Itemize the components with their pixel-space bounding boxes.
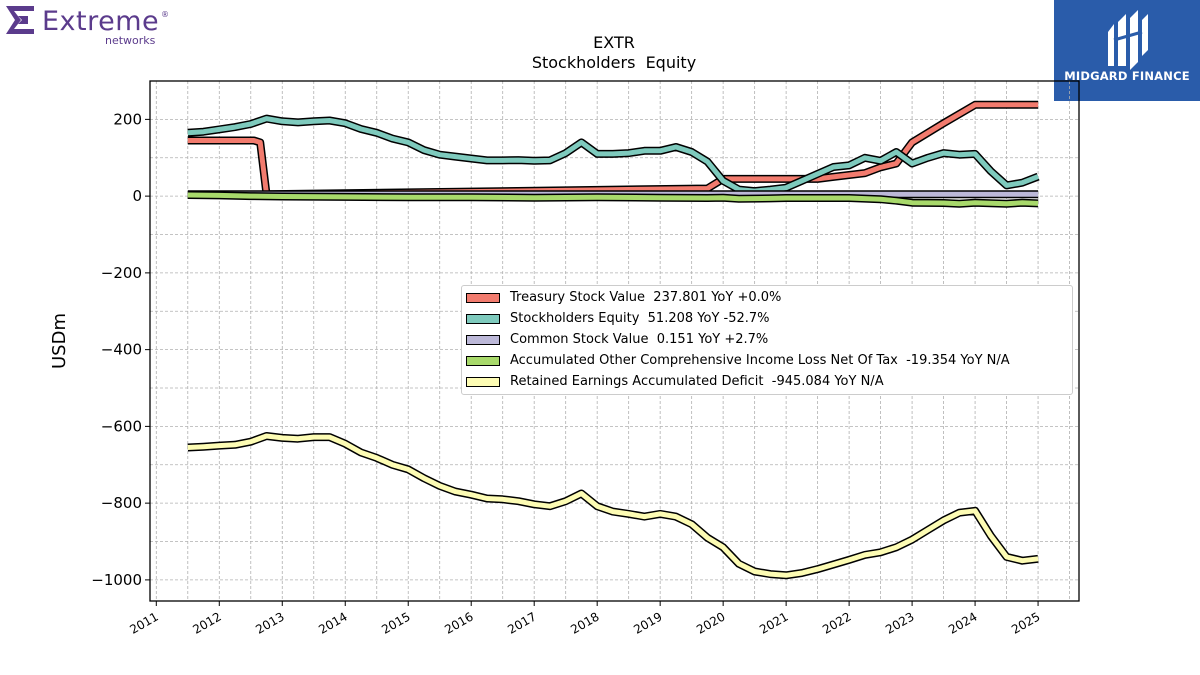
legend-item-treasury: Treasury Stock Value 237.801 YoY +0.0%: [462, 288, 1072, 306]
legend-label-common: Common Stock Value 0.151 YoY +2.7%: [510, 332, 769, 347]
registered-mark: ®: [161, 10, 169, 19]
x-tick-label: 2024: [946, 609, 979, 636]
x-tick-label: 2018: [568, 609, 601, 636]
midgard-name: MIDGARD FINANCE: [1064, 69, 1190, 83]
series-aoci: [187, 191, 1039, 208]
legend-swatch-treasury: [466, 293, 500, 303]
x-tick-label: 2017: [505, 609, 538, 636]
series-lines: [187, 100, 1040, 580]
legend-swatch-equity: [466, 314, 500, 324]
legend-label-equity: Stockholders Equity 51.208 YoY -52.7%: [510, 311, 770, 326]
chart-subtitle: Stockholders Equity: [532, 53, 696, 72]
x-tick-label: 2020: [694, 609, 727, 636]
legend-swatch-common: [466, 335, 500, 345]
series-treasury-stock: [187, 100, 1039, 199]
legend-label-retained: Retained Earnings Accumulated Deficit -9…: [510, 374, 884, 389]
series-stockholders-equity-line: [187, 116, 1040, 194]
legend-label-aoci: Accumulated Other Comprehensive Income L…: [510, 353, 1010, 368]
series-retained-earnings: [187, 432, 1039, 580]
x-tick-label: 2021: [757, 609, 790, 636]
legend-label-treasury: Treasury Stock Value 237.801 YoY +0.0%: [510, 290, 782, 305]
series-retained-earnings-outline: [187, 432, 1039, 580]
brand-sub: networks: [105, 34, 156, 47]
legend: Treasury Stock Value 237.801 YoY +0.0% S…: [461, 285, 1073, 395]
series-aoci-line: [187, 192, 1039, 207]
x-tick-label: 2014: [316, 609, 349, 636]
extreme-e-icon: [6, 6, 34, 34]
series-stockholders-equity: [187, 114, 1040, 196]
x-tick-label: 2019: [631, 609, 664, 636]
y-tick-label: −400: [101, 341, 142, 359]
plot-frame: [149, 80, 1080, 602]
x-tick-label: 2025: [1009, 609, 1042, 636]
chart-title: EXTR: [593, 33, 635, 52]
x-tick-label: 2022: [820, 609, 853, 636]
legend-item-aoci: Accumulated Other Comprehensive Income L…: [462, 351, 1072, 369]
y-tick-label: −1000: [91, 571, 142, 589]
x-tick-label: 2015: [379, 609, 412, 636]
brand-word: Extreme: [42, 6, 160, 37]
x-tick-label: 2013: [253, 609, 286, 636]
series-retained-earnings-line: [187, 433, 1039, 578]
legend-swatch-aoci: [466, 356, 500, 366]
x-tick-label: 2012: [190, 609, 223, 636]
y-tick-label: 0: [132, 187, 142, 205]
y-tick-label: −200: [101, 264, 142, 282]
y-tick-label: −800: [101, 494, 142, 512]
x-tick-label: 2016: [442, 609, 475, 636]
midgard-finance-logo: MIDGARD FINANCE: [1054, 0, 1200, 101]
y-tick-label: 200: [113, 110, 142, 128]
y-tick-label: −600: [101, 417, 142, 435]
extreme-networks-logo: Extreme ® networks: [4, 4, 174, 48]
y-axis-label: USDm: [49, 313, 70, 369]
legend-swatch-retained: [466, 377, 500, 387]
x-tick-label: 2011: [127, 609, 160, 636]
series-treasury-stock-line: [187, 102, 1039, 197]
legend-item-common: Common Stock Value 0.151 YoY +2.7%: [462, 330, 1072, 348]
legend-item-retained: Retained Earnings Accumulated Deficit -9…: [462, 372, 1072, 390]
midgard-mark-icon: [1108, 10, 1148, 70]
x-tick-label: 2023: [883, 609, 916, 636]
legend-item-equity: Stockholders Equity 51.208 YoY -52.7%: [462, 309, 1072, 327]
